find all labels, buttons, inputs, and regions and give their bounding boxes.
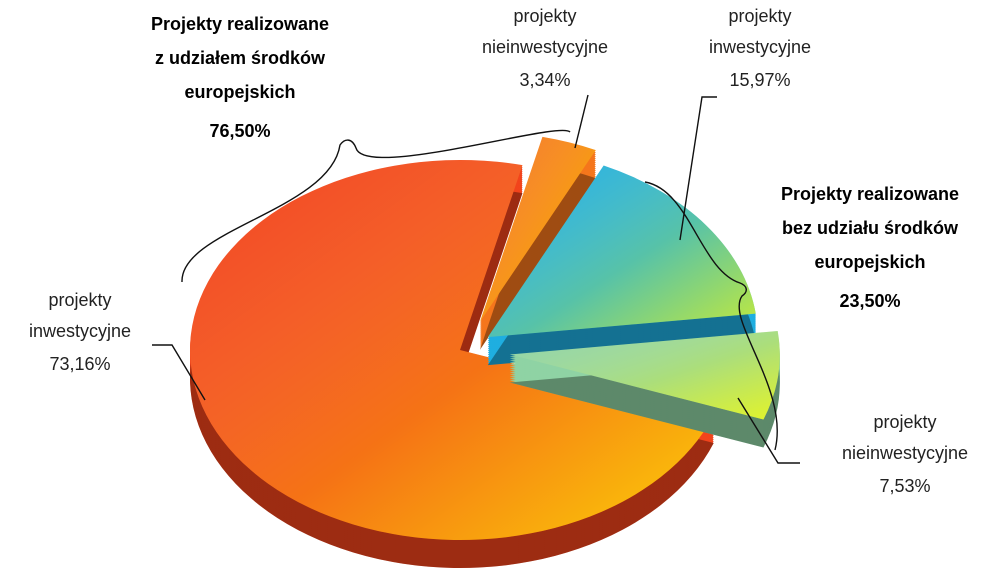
- slice-shine: [189, 159, 714, 540]
- slice-shine: [509, 330, 780, 420]
- group-label: z udziałem środków: [155, 48, 326, 68]
- leader-line: [152, 344, 206, 401]
- slice-shine: [479, 136, 596, 322]
- slice-group: [479, 136, 596, 350]
- slice-value-label: 73,16%: [49, 354, 110, 374]
- leader-line: [737, 397, 800, 464]
- slice-group: [189, 159, 714, 568]
- group-label: europejskich: [184, 82, 295, 102]
- slice-label: projekty inwestycyjne: [29, 290, 131, 341]
- group-value-label: 76,50%: [209, 121, 270, 141]
- group-label: Projekty realizowane: [781, 184, 959, 204]
- slice-value-label: 3,34%: [519, 70, 570, 90]
- slice-shine: [487, 165, 756, 338]
- slice-label: projekty nieinwestycyjne: [482, 6, 608, 57]
- group-brace: [181, 129, 571, 283]
- slice-label: projekty nieinwestycyjne: [842, 412, 968, 463]
- group-value-label: 23,50%: [839, 291, 900, 311]
- slice-label-line: projekty: [873, 412, 936, 432]
- group-label: europejskich: [814, 252, 925, 272]
- group-label: bez udziału środków: [782, 218, 959, 238]
- group-brace: [644, 181, 778, 451]
- slice-label-line: nieinwestycyjne: [482, 37, 608, 57]
- slice-label-line: nieinwestycyjne: [842, 443, 968, 463]
- slice-label: projekty inwestycyjne: [709, 6, 811, 57]
- slice-label-line: projekty: [513, 6, 576, 26]
- group-label: Projekty realizowane: [151, 14, 329, 34]
- slice-group: [509, 330, 780, 448]
- slice-label-line: inwestycyjne: [29, 321, 131, 341]
- slice-value-label: 7,53%: [879, 476, 930, 496]
- slice-label-line: projekty: [728, 6, 791, 26]
- leader-line: [679, 96, 717, 241]
- slice-label-line: inwestycyjne: [709, 37, 811, 57]
- slice-group: [487, 165, 756, 366]
- leader-line: [574, 94, 589, 149]
- slice-side-shade: [479, 164, 596, 350]
- slice-label-line: projekty: [48, 290, 111, 310]
- slice-value-label: 15,97%: [729, 70, 790, 90]
